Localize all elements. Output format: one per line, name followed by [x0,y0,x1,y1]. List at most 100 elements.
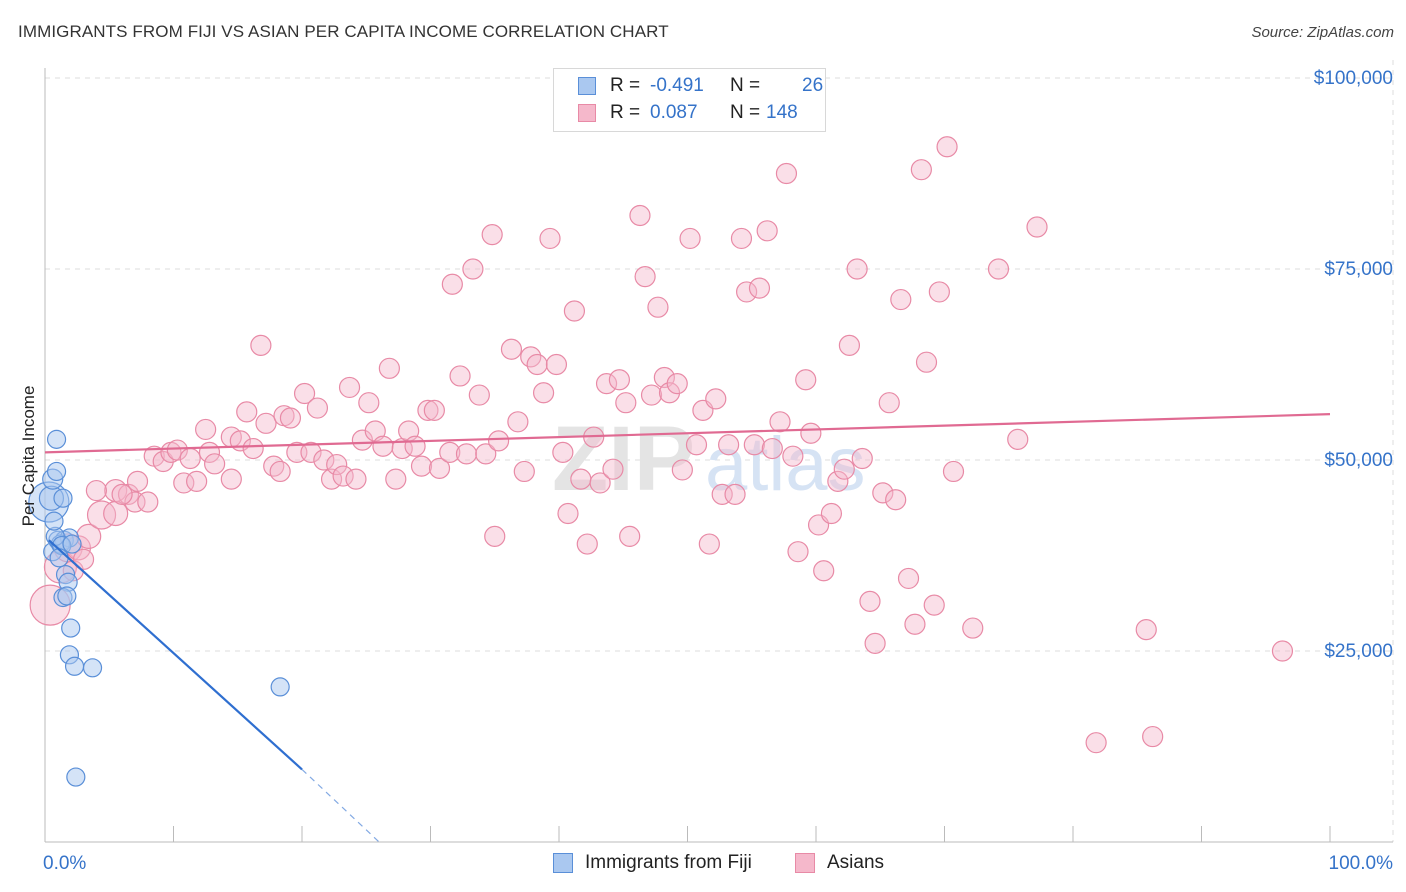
asian-point [936,136,958,158]
asian-point [782,445,804,467]
fiji-points [28,429,290,787]
asian-point [698,533,720,555]
asian-point [904,613,926,635]
fiji-point [57,586,77,606]
fiji-trend-extension [301,768,380,843]
fiji-swatch [553,853,573,873]
asian-point [748,277,771,299]
legend-r-value: 0.087 [650,102,698,123]
x-tick-label: 0.0% [43,853,86,874]
asian-point [86,500,117,530]
asian-point [255,412,277,434]
asian-point [813,560,835,582]
legend-r-value: -0.491 [650,75,704,96]
asian-point [685,434,708,456]
asian-point [730,227,753,250]
asian-point [468,384,490,406]
asian-point [481,224,503,246]
asian-point [85,479,108,502]
trend-lines [44,413,1331,843]
asian-point [910,159,932,181]
asian-point [195,418,217,441]
asian-point [724,483,746,505]
asian-point [423,399,445,421]
fiji-point [82,658,103,678]
asian-point [962,617,984,639]
asians-trend-line [44,413,1331,454]
asian-point [220,468,242,490]
asian-point [306,397,329,419]
asian-point [1085,732,1107,754]
asian-point [1026,216,1048,238]
asian-point [576,533,598,555]
fiji-point [270,677,290,697]
fiji-point [61,618,81,638]
y-tick-label: $100,000 [1314,68,1393,89]
asian-point [364,420,386,442]
asian-point [718,434,740,456]
asian-point [647,296,669,318]
asian-point [417,399,439,421]
asian-point [441,273,463,295]
asian-point [269,460,291,483]
legend-row-asians: R = 0.087 N = 148 [554,101,825,127]
asian-point [279,407,302,429]
asian-point [385,468,407,490]
asian-point [293,382,316,405]
asian-point [851,447,873,470]
asian-point [563,300,586,322]
asian-point [404,435,426,457]
asian-point [500,338,523,360]
asian-point [595,373,618,395]
asian-point [872,482,894,504]
asian-point [987,258,1010,280]
asian-point [236,401,258,423]
asian-point [915,351,938,373]
asian-point [923,594,945,616]
asian-point [532,382,555,404]
fiji-swatch [578,77,596,95]
asian-point [838,334,861,356]
asian-point [332,465,354,487]
bottom-legend-fiji-label: Immigrants from Fiji [585,852,752,873]
asian-point [372,435,394,457]
asian-point [679,227,701,250]
asian-point [166,439,188,461]
axes [44,68,1393,843]
source-credit: Source: ZipAtlas.com [1251,24,1394,41]
asian-point [250,334,272,356]
legend-n-value: 26 [802,75,824,96]
asian-point [878,392,900,414]
y-axis-label: Per Capita Income [19,386,38,527]
legend-n-label: N = [730,102,761,123]
asian-point [942,460,965,483]
asian-point [736,281,758,303]
legend-n-value: 148 [766,102,798,123]
asian-point [795,369,817,391]
asian-point [410,455,433,477]
y-tick-label: $50,000 [1324,450,1393,471]
asian-point [1271,640,1294,662]
asian-point [756,220,778,242]
asian-point [800,422,822,444]
asian-point [186,470,208,492]
asian-point [358,392,380,414]
asian-point [833,458,855,480]
asian-point [1007,428,1029,450]
fiji-point [66,767,86,787]
asian-point [666,373,688,395]
legend-r-label: R = [610,102,641,123]
fiji-point [44,511,64,531]
asian-point [711,483,733,505]
asian-point [615,392,637,414]
asian-point [552,441,574,463]
asian-point [608,369,630,391]
asian-point [462,258,484,280]
asian-point [484,525,506,548]
bottom-legend-asians-label: Asians [827,852,885,873]
asian-point [338,376,361,399]
asians-swatch [795,853,815,873]
asian-point [545,353,568,376]
correlation-legend: R = -0.491 N = 26 R = 0.087 N = 148 [553,68,826,132]
